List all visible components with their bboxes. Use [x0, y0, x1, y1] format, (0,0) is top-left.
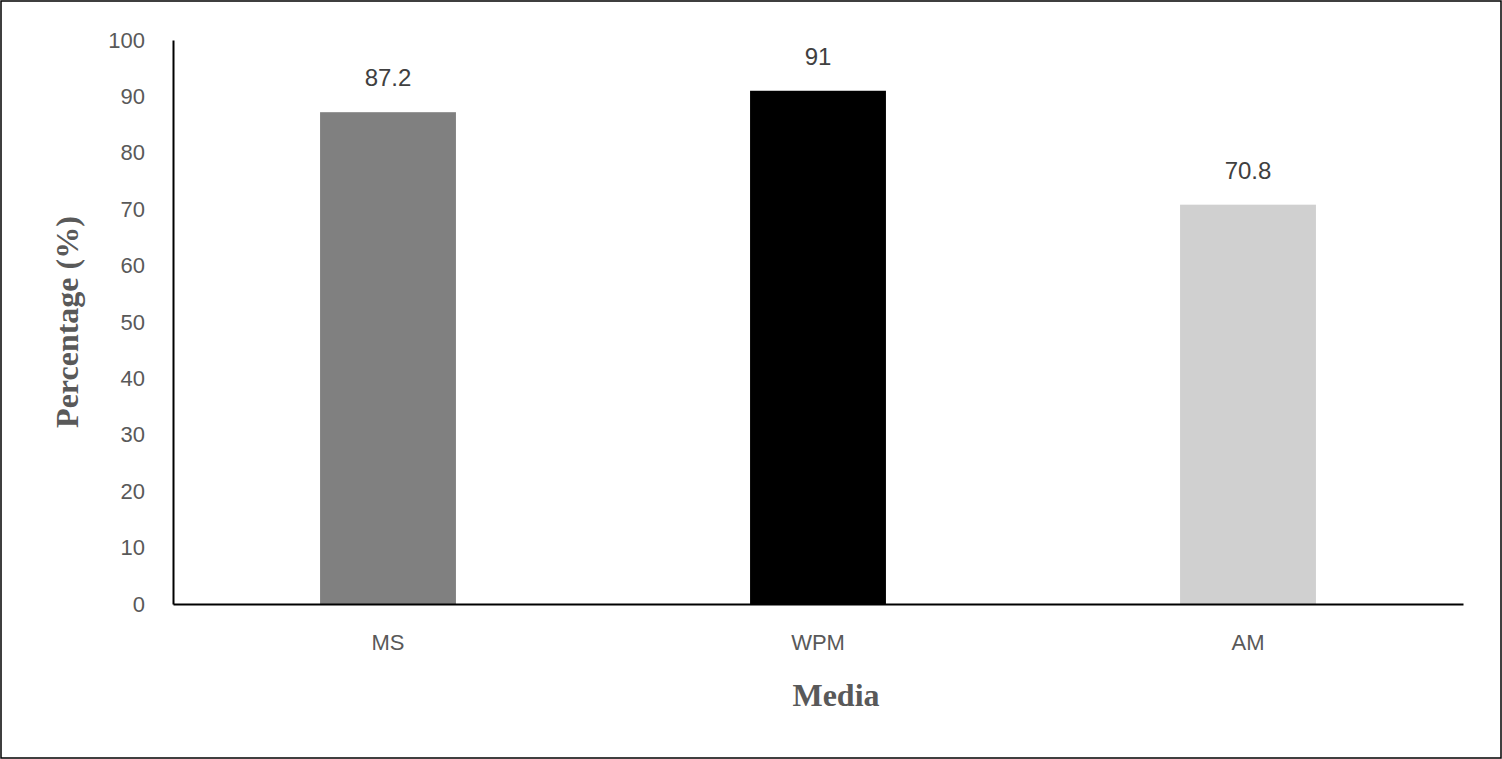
- y-tick-label: 0: [133, 592, 145, 617]
- y-tick: 50: [121, 310, 145, 335]
- chart: 0 10 20 30 40 50 60 70 80 90 100 MS WPM AM 87.2 91 70.8 M…: [0, 0, 1502, 759]
- y-tick-label: 90: [121, 84, 145, 109]
- y-tick-label: 70: [121, 197, 145, 222]
- x-tick-label: MS: [372, 630, 405, 655]
- data-label: 70.8: [1225, 157, 1272, 184]
- y-tick: 30: [121, 422, 145, 447]
- data-labels: 87.2 91 70.8: [365, 43, 1272, 184]
- y-tick: 0: [133, 592, 145, 617]
- bar: [320, 112, 456, 604]
- y-tick: 70: [121, 197, 145, 222]
- y-tick: 100: [108, 28, 145, 53]
- y-axis-title: Percentage (%): [49, 216, 85, 428]
- y-tick-label: 50: [121, 310, 145, 335]
- bar: [1180, 205, 1316, 604]
- bar: [750, 91, 886, 604]
- y-tick-label: 100: [108, 28, 145, 53]
- x-axis-title: Media: [792, 677, 879, 713]
- data-label: 91: [805, 43, 832, 70]
- x-tick-label: AM: [1232, 630, 1265, 655]
- y-axis: 0 10 20 30 40 50 60 70 80 90 100: [108, 28, 173, 617]
- y-tick-label: 60: [121, 253, 145, 278]
- y-tick-label: 10: [121, 535, 145, 560]
- y-tick-label: 80: [121, 140, 145, 165]
- data-label: 87.2: [365, 64, 412, 91]
- x-axis: MS WPM AM: [174, 605, 1464, 655]
- y-tick-label: 30: [121, 422, 145, 447]
- y-tick: 20: [121, 479, 145, 504]
- x-tick: AM: [1232, 630, 1265, 655]
- y-tick: 60: [121, 253, 145, 278]
- y-tick: 10: [121, 535, 145, 560]
- y-tick-label: 40: [121, 366, 145, 391]
- x-tick: WPM: [791, 630, 845, 655]
- y-axis-line: [173, 41, 175, 605]
- x-tick-label: WPM: [791, 630, 845, 655]
- y-tick: 40: [121, 366, 145, 391]
- x-axis-line: [174, 604, 1464, 606]
- x-tick: MS: [372, 630, 405, 655]
- frame: [1, 1, 1501, 758]
- y-tick: 80: [121, 140, 145, 165]
- bars: [320, 91, 1316, 604]
- y-tick: 90: [121, 84, 145, 109]
- y-tick-label: 20: [121, 479, 145, 504]
